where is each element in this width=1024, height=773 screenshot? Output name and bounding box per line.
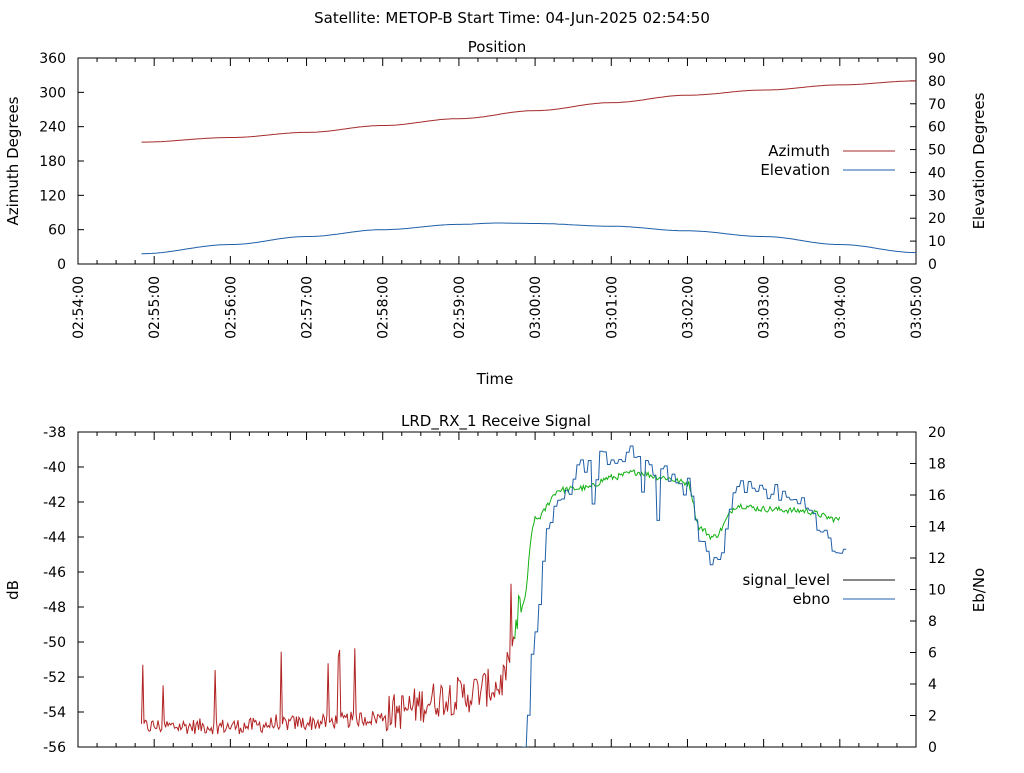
position-legend: Azimuth Elevation — [760, 142, 895, 179]
y2-tick-label: 30 — [928, 188, 946, 204]
signal-plot-frame — [77, 431, 917, 748]
y-tick-label: -52 — [43, 670, 66, 686]
y2-tick-label: 14 — [928, 520, 946, 536]
y-tick-label: 120 — [39, 188, 66, 204]
signal-left-axis: -56 -54 -52 -50 -48 -46 -44 -42 -40 -38 — [43, 425, 84, 756]
legend-ebno-label: ebno — [793, 590, 830, 608]
legend-azimuth-label: Azimuth — [768, 142, 830, 160]
x-tick-label: 02:54:00 — [71, 276, 87, 339]
y2-tick-label: 80 — [928, 74, 946, 90]
x-tick-label: 03:00:00 — [528, 276, 544, 339]
y2-tick-label: 2 — [928, 709, 937, 725]
series-line-azimuth — [141, 80, 916, 143]
y2-tick-label: 10 — [928, 583, 946, 599]
signal-ylabel: dB — [4, 580, 22, 600]
y-tick-label: -56 — [43, 740, 66, 756]
position-ylabel: Azimuth Degrees — [4, 96, 22, 225]
y-tick-label: 360 — [39, 51, 66, 67]
legend-elevation-label: Elevation — [760, 161, 830, 179]
y-tick-label: -40 — [43, 460, 66, 476]
y2-tick-label: 16 — [928, 488, 946, 504]
y-tick-label: 300 — [39, 85, 66, 101]
series-line-signal-level-strong — [514, 469, 841, 639]
y2-tick-label: 70 — [928, 97, 946, 113]
x-tick-label: 02:58:00 — [376, 276, 392, 339]
signal-x-axis — [77, 432, 917, 747]
position-y2label: Elevation Degrees — [970, 92, 988, 229]
y-tick-label: -44 — [43, 530, 66, 546]
position-series — [141, 80, 917, 255]
y-tick-label: -38 — [43, 425, 66, 441]
signal-y2label: Eb/No — [970, 568, 988, 612]
x-tick-label: 03:04:00 — [833, 276, 849, 339]
y2-tick-label: 20 — [928, 425, 946, 441]
position-right-axis: 0 10 20 30 40 50 60 70 80 90 — [910, 51, 946, 273]
signal-title: LRD_RX_1 Receive Signal — [401, 412, 591, 431]
x-tick-label: 02:55:00 — [147, 276, 163, 339]
y2-tick-label: 50 — [928, 143, 946, 159]
y2-tick-label: 0 — [928, 740, 937, 756]
y-tick-label: -48 — [43, 600, 66, 616]
y2-tick-label: 0 — [928, 257, 937, 273]
position-left-axis: 0 60 120 180 240 300 360 — [39, 51, 84, 273]
series-line-ebno — [522, 445, 847, 747]
position-title: Position — [468, 38, 526, 56]
legend-signal-level-label: signal_level — [742, 571, 830, 590]
y2-tick-label: 12 — [928, 551, 946, 567]
x-tick-label: 03:03:00 — [757, 276, 773, 339]
series-line-signal-level-weak — [141, 583, 516, 735]
x-tick-label: 03:02:00 — [680, 276, 696, 339]
y-tick-label: 180 — [39, 154, 66, 170]
y2-tick-label: 6 — [928, 646, 937, 662]
y-tick-label: -54 — [43, 705, 66, 721]
position-xlabel: Time — [476, 370, 514, 388]
x-tick-label: 02:59:00 — [452, 276, 468, 339]
y-tick-label: 240 — [39, 120, 66, 136]
series-line-elevation — [141, 222, 917, 255]
signal-series — [141, 445, 847, 747]
y-tick-label: -50 — [43, 635, 66, 651]
position-x-axis: 02:54:00 02:55:00 02:56:00 02:57:00 02:58:00… — [71, 58, 925, 339]
x-tick-label: 03:01:00 — [604, 276, 620, 339]
x-tick-label: 02:56:00 — [223, 276, 239, 339]
y-tick-label: 60 — [48, 223, 66, 239]
x-tick-label: 02:57:00 — [300, 276, 316, 339]
y2-tick-label: 20 — [928, 211, 946, 227]
y2-tick-label: 40 — [928, 165, 946, 181]
signal-right-axis: 0 2 4 6 8 10 12 14 16 18 20 — [910, 425, 946, 756]
y2-tick-label: 60 — [928, 120, 946, 136]
y2-tick-label: 90 — [928, 51, 946, 67]
y-tick-label: -42 — [43, 495, 66, 511]
x-tick-label: 03:05:00 — [909, 276, 925, 339]
y2-tick-label: 4 — [928, 677, 937, 693]
y2-tick-label: 18 — [928, 457, 946, 473]
y2-tick-label: 10 — [928, 234, 946, 250]
y2-tick-label: 8 — [928, 614, 937, 630]
header-title: Satellite: METOP-B Start Time: 04-Jun-20… — [314, 9, 710, 27]
y-tick-label: 0 — [57, 257, 66, 273]
signal-legend: signal_level ebno — [742, 571, 895, 608]
y-tick-label: -46 — [43, 565, 66, 581]
